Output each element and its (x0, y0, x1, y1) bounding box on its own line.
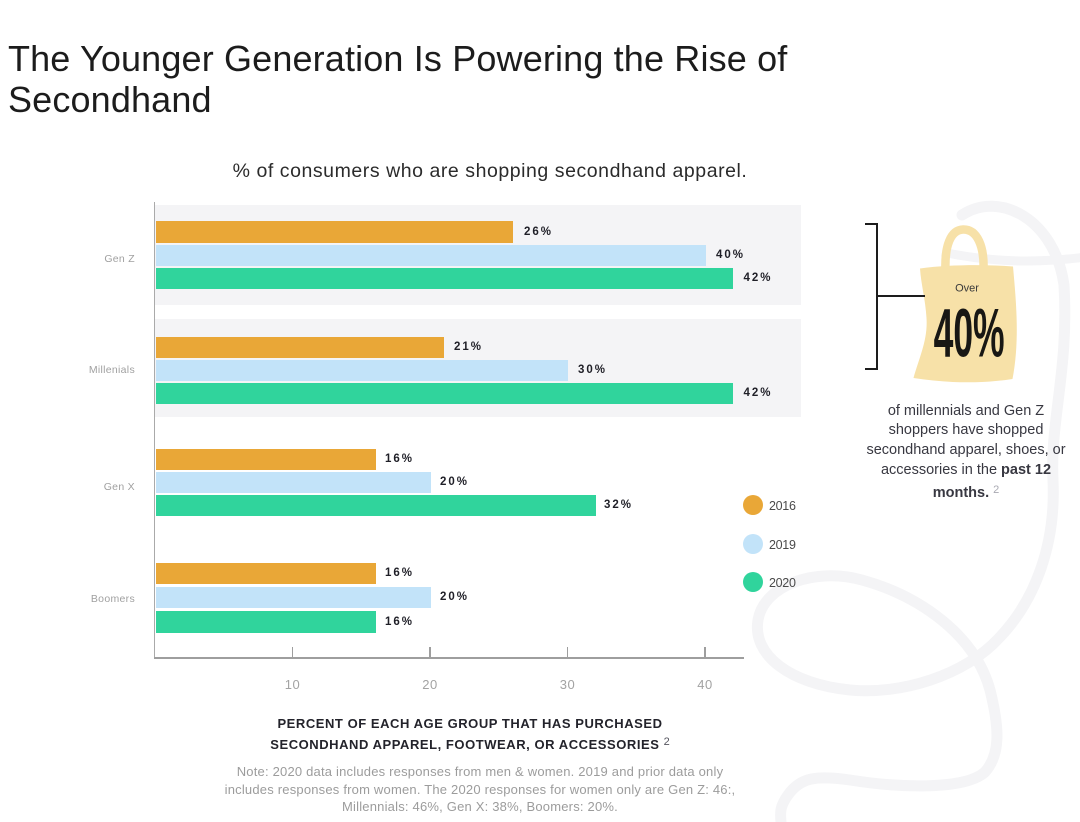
svg-text:40%: 40% (934, 295, 1005, 372)
svg-text:Over: Over (955, 283, 979, 295)
